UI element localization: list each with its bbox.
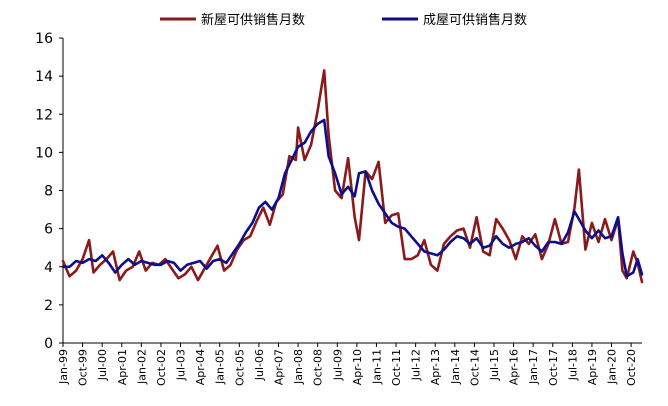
x-tick-label: Oct-08 xyxy=(312,349,325,386)
x-tick-label: Jul-00 xyxy=(96,349,109,381)
x-tick-label: Jan-20 xyxy=(606,349,619,385)
x-tick-label: Jul-06 xyxy=(253,349,266,381)
x-tick-label: Jan-14 xyxy=(449,349,462,385)
x-tick-label: Jul-15 xyxy=(488,349,501,381)
x-tick-label: Apr-13 xyxy=(429,349,442,385)
y-tick-label: 4 xyxy=(44,260,53,276)
x-tick-label: Oct-99 xyxy=(77,349,90,386)
x-tick-label: Oct-20 xyxy=(625,349,638,386)
x-tick-label: Jan-08 xyxy=(292,349,305,385)
y-tick-label: 8 xyxy=(44,184,53,200)
x-tick-label: Apr-04 xyxy=(194,349,207,385)
y-tick-label: 0 xyxy=(44,336,53,352)
legend: 新屋可供销售月数 成屋可供销售月数 xyxy=(160,12,527,28)
x-tick-label: Jul-12 xyxy=(410,349,423,381)
y-tick-label: 12 xyxy=(35,107,53,123)
x-tick-label: Jan-17 xyxy=(527,349,540,385)
series-layer xyxy=(61,69,644,284)
series-line-existing-homes xyxy=(61,118,644,278)
x-tick-label: Apr-16 xyxy=(508,349,521,385)
x-tick-label: Apr-07 xyxy=(272,349,285,385)
x-tick-label: Apr-10 xyxy=(351,349,364,385)
x-tick-label: Oct-14 xyxy=(468,349,481,386)
y-tick-label: 10 xyxy=(35,145,53,161)
x-tick-label: Oct-05 xyxy=(233,349,246,386)
legend-label-new-homes: 新屋可供销售月数 xyxy=(201,12,305,28)
x-tick-label: Jan-99 xyxy=(57,349,70,385)
x-tick-label: Jan-02 xyxy=(135,349,148,385)
y-tick-label: 6 xyxy=(44,222,53,238)
series-line-new-homes xyxy=(61,69,644,284)
x-tick-label: Jul-18 xyxy=(566,349,579,381)
x-tick-label: Jul-09 xyxy=(331,349,344,381)
x-tick-label: Oct-11 xyxy=(390,349,403,386)
y-tick-label: 2 xyxy=(44,298,53,314)
x-tick-label: Oct-17 xyxy=(547,349,560,386)
x-tick-label: Apr-01 xyxy=(116,349,129,385)
y-tick-label: 16 xyxy=(35,31,53,47)
legend-label-existing-homes: 成屋可供销售月数 xyxy=(423,12,527,28)
y-tick-label: 14 xyxy=(35,69,53,85)
x-tick-label: Jan-05 xyxy=(214,349,227,385)
x-tick-label: Oct-02 xyxy=(155,349,168,386)
x-tick-label: Jan-11 xyxy=(370,349,383,385)
x-tick-label: Jul-03 xyxy=(175,349,188,381)
x-tick-label: Apr-19 xyxy=(586,349,599,385)
axes: 0 2 4 6 8 10 12 14 16 Jan-99 Oct-99 Jul-00 Apr-01 Jan… xyxy=(35,31,642,386)
